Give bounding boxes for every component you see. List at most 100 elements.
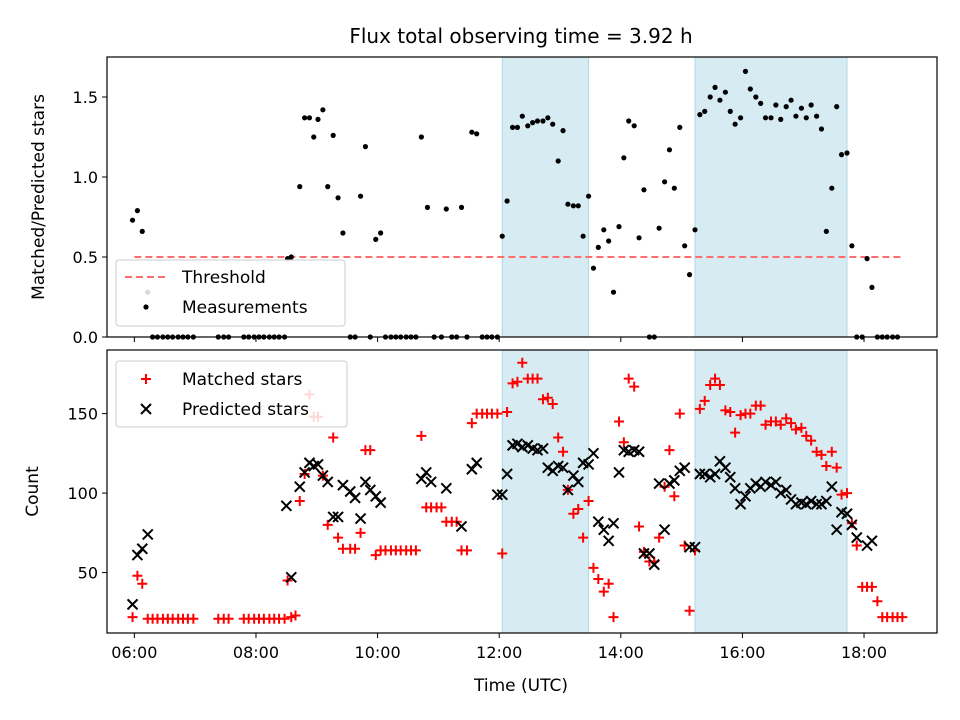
measurement-point	[864, 256, 870, 262]
measurement-point	[727, 108, 733, 114]
predicted-stars-point	[810, 498, 823, 510]
measurement-point	[443, 206, 449, 212]
matched-stars-point	[598, 586, 609, 597]
matched-stars-point	[872, 596, 883, 607]
measurement-point	[677, 124, 683, 130]
matched-stars-point	[842, 488, 853, 499]
matched-stars-point	[137, 578, 148, 589]
measurement-point	[722, 89, 728, 95]
measurement-point	[692, 227, 698, 233]
predicted-stars-point	[598, 523, 610, 536]
matched-stars-point	[502, 407, 513, 418]
predicted-stars-point	[354, 512, 367, 525]
matched-stars-point	[634, 521, 645, 532]
measurement-point	[362, 144, 369, 150]
measurement-point	[378, 230, 384, 236]
matched-stars-point	[132, 570, 143, 581]
measurement-point	[849, 243, 855, 249]
matched-stars-point	[684, 605, 695, 616]
matched-stars-point	[517, 357, 528, 368]
matched-stars-point	[578, 532, 589, 543]
predicted-stars-point	[349, 492, 361, 504]
matched-stars-point	[507, 378, 518, 389]
predicted-stars-point	[770, 476, 782, 488]
measurement-point	[641, 187, 647, 193]
measurement-point	[580, 233, 586, 239]
predicted-stars-point	[643, 547, 656, 560]
measurement-point	[474, 131, 480, 137]
matched-stars-point	[532, 373, 543, 384]
predicted-stars-point	[285, 571, 297, 584]
matched-stars-point	[558, 446, 569, 457]
count-y-tick-label: 150	[67, 405, 98, 424]
predicted-stars-point	[719, 461, 732, 474]
measurement-point	[626, 118, 632, 124]
predicted-stars-point	[142, 528, 154, 541]
predicted-stars-point	[602, 535, 615, 547]
legend-predicted-swatch	[140, 403, 152, 415]
legend-box	[115, 259, 346, 327]
measurement-point	[753, 94, 759, 100]
predicted-stars-point	[298, 466, 311, 479]
matched-stars-point	[836, 489, 847, 500]
measurement-point	[717, 97, 723, 103]
predicted-stars-point	[370, 490, 382, 502]
measurement-point	[534, 118, 541, 124]
predicted-stars-point	[572, 476, 584, 488]
matched-stars-point	[699, 395, 710, 406]
count-y-tick-label: 100	[67, 484, 98, 503]
measurement-point	[773, 102, 779, 108]
measurement-point	[509, 124, 516, 130]
matched-stars-point	[299, 469, 310, 480]
matched-stars-point	[897, 612, 908, 623]
predicted-stars-point	[126, 598, 139, 611]
predicted-stars-point	[648, 558, 660, 571]
x-axis-label: Time (UTC)	[473, 676, 568, 696]
count-y-tick-label: 50	[78, 564, 98, 583]
predicted-stars-point	[317, 469, 329, 482]
matched-stars-point	[188, 613, 199, 624]
predicted-stars-point	[633, 446, 645, 458]
predicted-stars-point	[466, 463, 478, 475]
measurement-point	[519, 113, 525, 119]
measurement-point	[601, 227, 607, 233]
measurement-point	[139, 228, 145, 234]
matched-stars-point	[694, 403, 705, 414]
predicted-stars-point	[805, 495, 817, 507]
matched-stars-point	[542, 392, 553, 403]
predicted-stars-point	[359, 476, 372, 488]
predicted-stars-point	[415, 473, 428, 485]
predicted-stars-point	[332, 511, 344, 523]
measurement-point	[814, 113, 820, 119]
predicted-stars-point	[689, 541, 701, 553]
matched-stars-point	[613, 416, 624, 427]
matched-stars-point	[846, 518, 857, 529]
matched-stars-point	[370, 550, 381, 561]
predicted-stars-point	[729, 482, 741, 495]
measurement-point	[525, 123, 531, 129]
measurement-point	[616, 224, 622, 230]
count-axes-frame	[106, 349, 938, 634]
x-tick-label: 06:00	[111, 643, 157, 662]
matched-stars-point	[720, 405, 731, 416]
matched-stars-point	[512, 376, 523, 387]
predicted-stars-point	[440, 482, 453, 495]
matched-stars-point	[127, 612, 138, 623]
matched-stars-point	[461, 545, 472, 556]
matched-stars-point	[669, 491, 680, 502]
measurement-point	[320, 107, 326, 113]
predicted-stars-point	[322, 476, 334, 488]
predicted-stars-point	[709, 468, 721, 480]
measurement-point	[661, 179, 668, 185]
measurement-point	[778, 116, 784, 122]
measurement-point	[129, 217, 136, 223]
measurement-point	[702, 108, 708, 114]
count-series-matched-stars	[127, 357, 908, 624]
measurement-point	[306, 115, 313, 121]
matched-stars-point	[537, 394, 548, 405]
x-tick-label: 08:00	[233, 643, 279, 662]
measurement-point	[808, 102, 814, 108]
matched-stars-point	[365, 445, 376, 456]
matched-stars-point	[760, 419, 771, 430]
matched-stars-point	[775, 419, 786, 430]
